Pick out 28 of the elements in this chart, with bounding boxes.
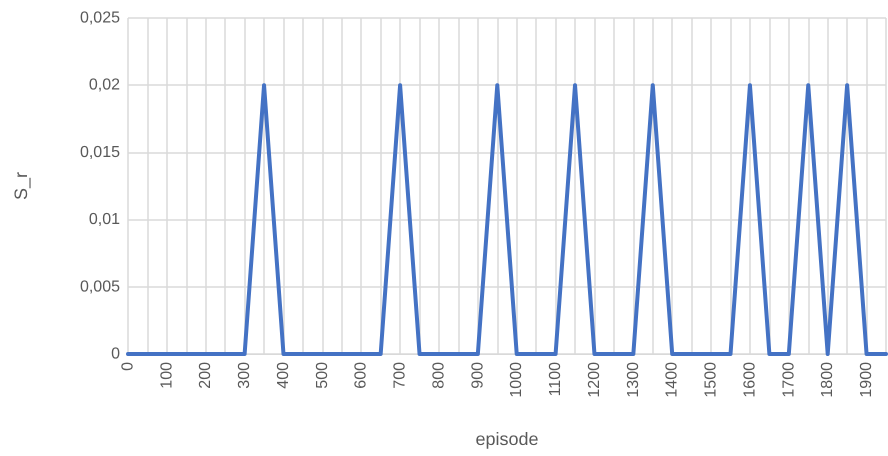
x-tick-label: 1700 bbox=[780, 362, 798, 398]
x-tick-label: 200 bbox=[197, 362, 214, 389]
x-tick-label: 300 bbox=[236, 362, 254, 389]
x-tick-label: 1000 bbox=[508, 362, 526, 398]
x-tick-label: 100 bbox=[158, 362, 176, 389]
x-tick-label: 1900 bbox=[858, 362, 876, 398]
x-tick-label: 1300 bbox=[624, 362, 642, 398]
y-tick-label: 0,005 bbox=[80, 278, 120, 296]
x-tick-label: 700 bbox=[392, 362, 409, 389]
x-tick-label: 1100 bbox=[547, 362, 564, 396]
x-tick-label: 400 bbox=[274, 362, 292, 389]
x-tick-label: 900 bbox=[469, 362, 486, 389]
x-tick-label: 800 bbox=[430, 362, 448, 389]
y-axis-title: S_r bbox=[11, 172, 31, 200]
y-tick-label: 0,025 bbox=[80, 10, 120, 26]
y-tick-label: 0,015 bbox=[80, 144, 120, 161]
y-tick-label: 0,01 bbox=[88, 211, 120, 228]
x-tick-label: 1200 bbox=[586, 362, 603, 398]
x-tick-label: 1800 bbox=[819, 362, 836, 398]
y-tick-label: 0,02 bbox=[88, 76, 120, 94]
x-tick-label: 0 bbox=[120, 362, 136, 371]
x-tick-label: 1400 bbox=[664, 362, 681, 398]
x-tick-label: 1500 bbox=[702, 362, 720, 398]
x-tick-label: 1600 bbox=[741, 362, 758, 398]
x-axis-title: episode bbox=[475, 429, 539, 449]
x-tick-label: 500 bbox=[314, 362, 331, 389]
x-tick-label: 600 bbox=[352, 362, 370, 389]
y-tick-label: 0 bbox=[111, 346, 120, 362]
